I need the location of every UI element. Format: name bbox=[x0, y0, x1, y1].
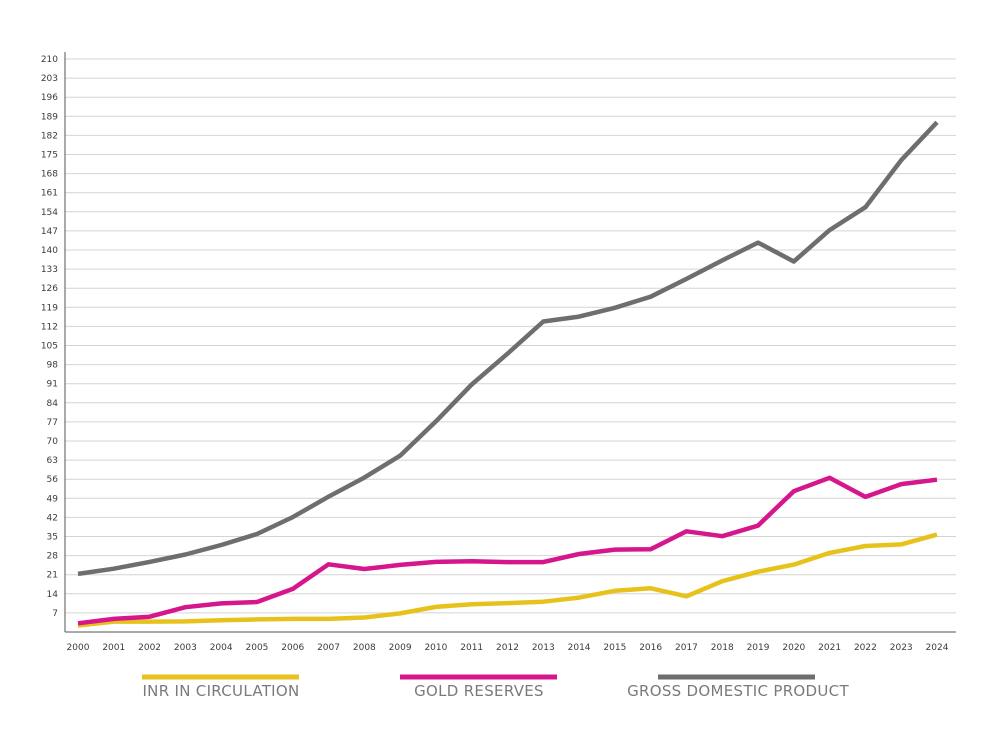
y-tick-label: 105 bbox=[41, 342, 58, 352]
x-tick-label: 2007 bbox=[317, 643, 340, 653]
y-tick-label: 14 bbox=[47, 590, 59, 600]
y-tick-label: 49 bbox=[47, 494, 59, 504]
y-tick-label: 154 bbox=[41, 208, 58, 218]
x-tick-label: 2000 bbox=[67, 643, 90, 653]
y-tick-label: 119 bbox=[41, 303, 58, 313]
y-tick-label: 77 bbox=[47, 418, 58, 428]
y-tick-label: 21 bbox=[47, 571, 58, 581]
y-tick-label: 133 bbox=[41, 265, 58, 275]
x-tick-label: 2010 bbox=[424, 643, 447, 653]
x-tick-label: 2013 bbox=[532, 643, 555, 653]
y-tick-label: 203 bbox=[41, 74, 58, 84]
y-tick-label: 91 bbox=[47, 380, 58, 390]
x-tick-label: 2004 bbox=[210, 643, 233, 653]
series-line-3 bbox=[77, 120, 939, 577]
y-tick-label: 84 bbox=[47, 399, 59, 409]
y-tick-label: 210 bbox=[41, 55, 58, 65]
y-tick-label: 126 bbox=[41, 284, 58, 294]
x-tick-label: 2006 bbox=[281, 643, 304, 653]
gridlines bbox=[65, 58, 956, 614]
x-tick-label: 2021 bbox=[818, 643, 841, 653]
y-tick-label: 56 bbox=[47, 475, 59, 485]
legend-label: GROSS DOMESTIC PRODUCT bbox=[627, 682, 849, 700]
y-tick-label: 196 bbox=[41, 93, 58, 103]
y-axis-ticks: 7 14 21 28 35 42 49 56 63 70 77 84 91 98 105 112 119 126 1… bbox=[41, 55, 58, 619]
x-tick-label: 2011 bbox=[460, 643, 483, 653]
series-lines bbox=[77, 120, 939, 628]
y-tick-label: 42 bbox=[47, 513, 58, 523]
x-tick-label: 2017 bbox=[675, 643, 698, 653]
legend-label: GOLD RESERVES bbox=[414, 682, 544, 700]
y-tick-label: 168 bbox=[41, 170, 58, 180]
legend: INR IN CIRCULATION GOLD RESERVES GROSS DOM… bbox=[142, 674, 849, 700]
y-tick-label: 70 bbox=[47, 437, 59, 447]
x-tick-label: 2009 bbox=[389, 643, 412, 653]
x-tick-label: 2024 bbox=[926, 643, 949, 653]
legend-label: INR IN CIRCULATION bbox=[142, 682, 299, 700]
x-tick-label: 2005 bbox=[246, 643, 269, 653]
y-tick-label: 28 bbox=[47, 552, 59, 562]
x-tick-label: 2002 bbox=[138, 643, 161, 653]
x-tick-label: 2001 bbox=[102, 643, 125, 653]
y-tick-label: 175 bbox=[41, 151, 58, 161]
y-tick-label: 189 bbox=[41, 112, 58, 122]
x-tick-label: 2015 bbox=[603, 643, 626, 653]
x-tick-label: 2020 bbox=[782, 643, 805, 653]
x-tick-label: 2022 bbox=[854, 643, 877, 653]
y-tick-label: 112 bbox=[41, 322, 58, 332]
y-tick-label: 161 bbox=[41, 189, 58, 199]
x-tick-label: 2023 bbox=[890, 643, 913, 653]
x-tick-label: 2008 bbox=[353, 643, 376, 653]
y-tick-label: 147 bbox=[41, 227, 58, 237]
y-tick-label: 98 bbox=[47, 361, 59, 371]
x-tick-label: 2003 bbox=[174, 643, 197, 653]
y-tick-label: 63 bbox=[47, 456, 58, 466]
y-tick-label: 35 bbox=[47, 533, 58, 543]
y-tick-label: 140 bbox=[41, 246, 58, 256]
x-tick-label: 2018 bbox=[711, 643, 734, 653]
y-tick-label: 7 bbox=[52, 609, 58, 619]
series-line-1 bbox=[77, 532, 938, 628]
x-tick-label: 2012 bbox=[496, 643, 519, 653]
x-tick-label: 2016 bbox=[639, 643, 662, 653]
x-tick-label: 2014 bbox=[568, 643, 591, 653]
x-axis-ticks: 2000 2001 2002 2003 2004 2005 2006 2007 2008 2009… bbox=[67, 643, 949, 653]
series-line-2 bbox=[77, 475, 938, 626]
y-tick-label: 182 bbox=[41, 131, 58, 141]
x-tick-label: 2019 bbox=[747, 643, 770, 653]
